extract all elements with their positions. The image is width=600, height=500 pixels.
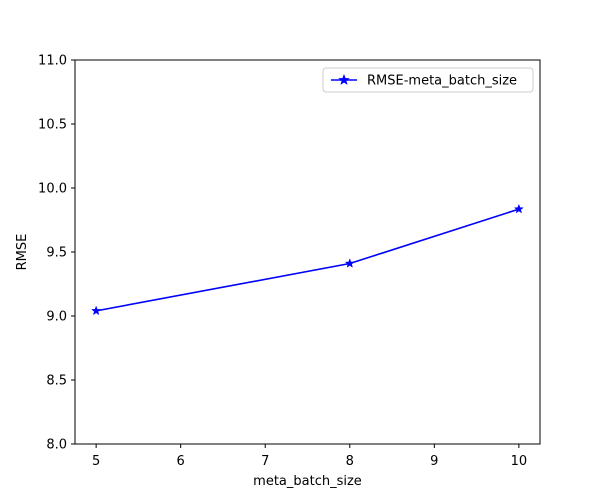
x-tick-label: 5 (92, 454, 100, 469)
x-tick-label: 7 (261, 454, 269, 469)
y-tick-label: 10.5 (38, 118, 67, 133)
y-tick-label: 9.5 (46, 246, 67, 261)
y-tick-label: 8.5 (46, 374, 67, 389)
plot-area (91, 203, 524, 316)
data-point-star-marker (344, 258, 355, 268)
y-tick-label: 8.0 (46, 438, 67, 453)
x-tick-label: 9 (430, 454, 438, 469)
data-point-star-marker (91, 305, 102, 316)
legend-box (322, 67, 534, 93)
legend-star-marker (338, 73, 350, 85)
x-tick-label: 10 (511, 454, 528, 469)
y-axis-label: RMSE (15, 234, 30, 271)
x-axis-label: meta_batch_size (253, 474, 362, 489)
x-tick-label: 6 (177, 454, 185, 469)
data-point-star-marker (513, 203, 524, 214)
y-tick-label: 11.0 (38, 54, 67, 69)
y-tick-label: 10.0 (38, 182, 67, 197)
axes: 5 6 7 8 9 10 8.0 8.5 9.0 9.5 10.0 10.5 11.0 (38, 54, 541, 469)
y-tick-label: 9.0 (46, 310, 67, 325)
x-tick-label: 8 (346, 454, 354, 469)
legend-label: RMSE-meta_batch_size (367, 74, 517, 89)
legend: RMSE-meta_batch_size (322, 67, 534, 93)
